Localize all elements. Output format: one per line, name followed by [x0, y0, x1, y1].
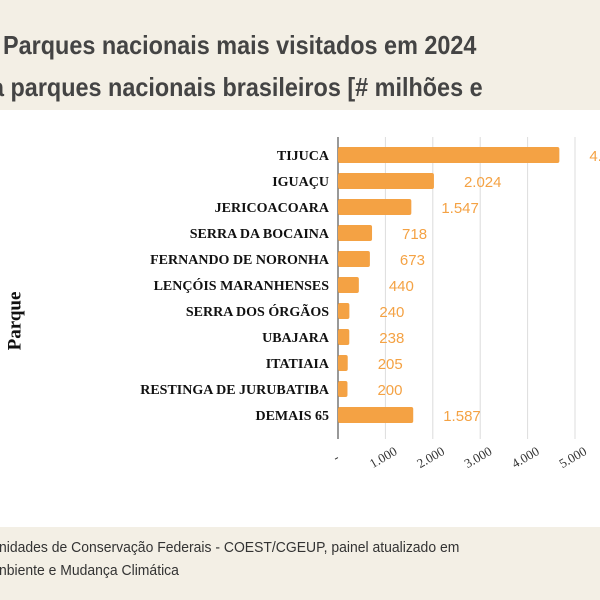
bar — [338, 199, 412, 215]
value-label: 2.024 — [464, 174, 502, 191]
value-label: 205 — [378, 356, 403, 373]
header: Parques nacionais mais visitados em 2024… — [0, 0, 600, 110]
value-label: 673 — [400, 252, 425, 269]
bar — [338, 381, 348, 397]
source-line-1: nidades de Conservação Federais - COEST/… — [0, 539, 460, 556]
x-tick-label: 4.000 — [509, 443, 542, 471]
bar — [338, 147, 560, 163]
value-label: 240 — [379, 304, 404, 321]
category-label: TIJUCA — [277, 149, 330, 164]
value-label: 238 — [379, 330, 404, 347]
value-label: 4.670 — [589, 148, 600, 165]
bar — [338, 407, 414, 423]
category-label: JERICOACOARA — [215, 201, 330, 216]
category-label: UBAJARA — [262, 331, 330, 346]
chart-title: Parques nacionais mais visitados em 2024 — [3, 30, 477, 60]
value-label: 1.547 — [441, 200, 479, 217]
value-label: 1.587 — [443, 408, 481, 425]
x-tick-label: 2.000 — [414, 443, 447, 471]
bar — [338, 225, 373, 241]
x-tick-label: - — [330, 450, 341, 465]
category-label: RESTINGA DE JURUBATIBA — [140, 383, 330, 398]
value-label: 200 — [377, 382, 402, 399]
x-tick-label: 3.000 — [462, 443, 495, 471]
value-label: 440 — [389, 278, 414, 295]
category-label: ITATIAIA — [266, 357, 330, 372]
category-label: FERNANDO DE NORONHA — [150, 253, 330, 268]
category-label: SERRA DOS ÓRGÃOS — [186, 302, 329, 320]
x-tick-label: 5.000 — [556, 443, 589, 471]
bar — [338, 277, 359, 293]
bar — [338, 355, 348, 371]
category-label: DEMAIS 65 — [255, 409, 329, 424]
footer: nidades de Conservação Federais - COEST/… — [0, 527, 600, 600]
bar — [338, 303, 350, 319]
value-label: 718 — [402, 226, 427, 243]
chart-subtitle: a parques nacionais brasileiros [# milhõ… — [0, 72, 483, 102]
category-label: LENÇÓIS MARANHENSES — [154, 277, 330, 294]
bar — [338, 173, 434, 189]
category-label: SERRA DA BOCAINA — [190, 227, 330, 242]
bar — [338, 251, 370, 267]
x-tick-label: 1.000 — [367, 443, 400, 471]
category-label: IGUAÇU — [272, 175, 329, 190]
bar — [338, 329, 350, 345]
source-line-2: nbiente e Mudança Climática — [0, 562, 179, 579]
